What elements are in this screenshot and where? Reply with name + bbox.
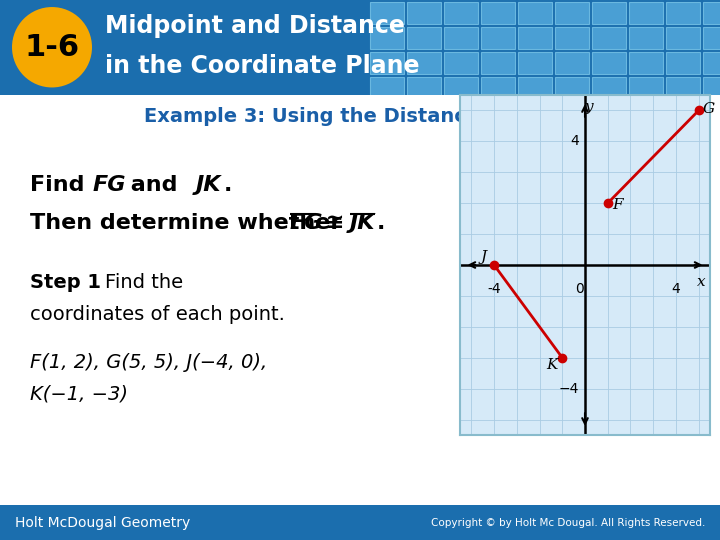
Bar <box>518 52 552 75</box>
Bar <box>481 52 515 75</box>
Bar <box>444 2 478 24</box>
Bar <box>481 77 515 99</box>
Text: Midpoint and Distance: Midpoint and Distance <box>105 14 405 38</box>
Bar <box>629 52 663 75</box>
Bar <box>370 77 404 99</box>
Text: ≅: ≅ <box>318 213 352 233</box>
Bar <box>407 27 441 49</box>
Text: 0: 0 <box>575 282 584 296</box>
Bar <box>370 52 404 75</box>
Bar <box>629 27 663 49</box>
Text: Example 3: Using the Distance Formula: Example 3: Using the Distance Formula <box>144 107 576 126</box>
Text: 4: 4 <box>672 282 680 296</box>
Bar <box>666 2 700 24</box>
Bar <box>703 77 720 99</box>
Text: J: J <box>480 250 487 264</box>
Bar <box>592 27 626 49</box>
Bar <box>444 27 478 49</box>
Bar <box>592 2 626 24</box>
Text: Find the: Find the <box>105 273 183 292</box>
Bar <box>407 77 441 99</box>
Bar <box>370 27 404 49</box>
Text: Find: Find <box>30 175 92 195</box>
Bar <box>555 77 589 99</box>
Circle shape <box>12 7 92 87</box>
Text: 4: 4 <box>570 134 580 149</box>
Text: FG: FG <box>93 175 127 195</box>
Bar <box>481 2 515 24</box>
Text: coordinates of each point.: coordinates of each point. <box>30 305 285 324</box>
Bar <box>555 2 589 24</box>
Bar <box>629 2 663 24</box>
Bar <box>555 27 589 49</box>
Bar <box>370 2 404 24</box>
Bar <box>555 52 589 75</box>
Text: G: G <box>703 102 715 116</box>
Text: JK: JK <box>350 213 376 233</box>
Bar <box>518 27 552 49</box>
Bar <box>666 27 700 49</box>
Bar <box>703 27 720 49</box>
Text: and: and <box>123 175 185 195</box>
Bar <box>629 77 663 99</box>
Bar <box>703 52 720 75</box>
Text: F(1, 2), G(5, 5), J(−4, 0),: F(1, 2), G(5, 5), J(−4, 0), <box>30 353 267 372</box>
Bar <box>592 77 626 99</box>
Bar <box>481 27 515 49</box>
Bar <box>666 77 700 99</box>
Bar <box>592 52 626 75</box>
Text: Copyright © by Holt Mc Dougal. All Rights Reserved.: Copyright © by Holt Mc Dougal. All Right… <box>431 518 705 528</box>
Text: −4: −4 <box>559 382 580 396</box>
Text: 1-6: 1-6 <box>24 33 80 62</box>
Bar <box>407 52 441 75</box>
Text: .: . <box>224 175 233 195</box>
Text: .: . <box>377 213 385 233</box>
Bar <box>703 2 720 24</box>
Text: Then determine whether: Then determine whether <box>30 213 349 233</box>
Text: F: F <box>612 198 623 212</box>
Bar <box>518 77 552 99</box>
Text: JK: JK <box>196 175 222 195</box>
Bar <box>666 52 700 75</box>
Bar <box>444 77 478 99</box>
Text: Step 1: Step 1 <box>30 273 101 292</box>
Text: K: K <box>546 359 558 373</box>
Text: in the Coordinate Plane: in the Coordinate Plane <box>105 55 420 78</box>
Text: y: y <box>585 100 593 114</box>
Bar <box>518 2 552 24</box>
Text: FG: FG <box>290 213 323 233</box>
Text: Holt McDougal Geometry: Holt McDougal Geometry <box>15 516 190 530</box>
Bar <box>444 52 478 75</box>
Bar <box>407 2 441 24</box>
Text: K(−1, −3): K(−1, −3) <box>30 385 128 404</box>
Text: -4: -4 <box>487 282 501 296</box>
Text: x: x <box>696 275 705 289</box>
